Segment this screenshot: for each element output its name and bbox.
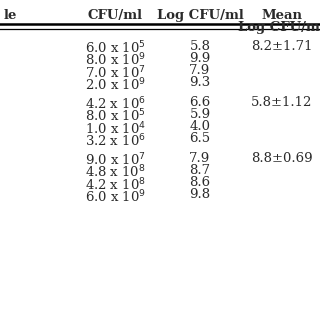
Text: 6.6: 6.6 — [189, 96, 211, 109]
Text: 4.2 x 10$^8$: 4.2 x 10$^8$ — [85, 176, 146, 193]
Text: 7.9: 7.9 — [189, 64, 211, 77]
Text: 9.3: 9.3 — [189, 76, 211, 90]
Text: 4.2 x 10$^6$: 4.2 x 10$^6$ — [85, 96, 146, 113]
Text: 9.0 x 10$^7$: 9.0 x 10$^7$ — [85, 152, 146, 169]
Text: 6.0 x 10$^5$: 6.0 x 10$^5$ — [85, 40, 146, 57]
Text: 5.9: 5.9 — [189, 108, 211, 121]
Text: 8.0 x 10$^5$: 8.0 x 10$^5$ — [85, 108, 146, 125]
Text: 5.8: 5.8 — [189, 40, 211, 53]
Text: 8.2±1.71: 8.2±1.71 — [251, 40, 312, 53]
Text: 3.2 x 10$^6$: 3.2 x 10$^6$ — [85, 132, 146, 149]
Text: 8.0 x 10$^9$: 8.0 x 10$^9$ — [84, 52, 146, 69]
Text: 8.6: 8.6 — [189, 176, 211, 189]
Text: 8.7: 8.7 — [189, 164, 211, 177]
Text: 1.0 x 10$^4$: 1.0 x 10$^4$ — [84, 120, 146, 137]
Text: 6.5: 6.5 — [189, 132, 211, 146]
Text: Mean: Mean — [261, 9, 302, 22]
Text: Log CFU/ml: Log CFU/ml — [156, 9, 244, 22]
Text: Log CFU/ml: Log CFU/ml — [238, 21, 320, 35]
Text: 8.8±0.69: 8.8±0.69 — [251, 152, 312, 165]
Text: le: le — [3, 9, 17, 22]
Text: 9.8: 9.8 — [189, 188, 211, 202]
Text: 5.8±1.12: 5.8±1.12 — [251, 96, 312, 109]
Text: 6.0 x 10$^9$: 6.0 x 10$^9$ — [84, 188, 146, 205]
Text: 4.8 x 10$^8$: 4.8 x 10$^8$ — [85, 164, 146, 181]
Text: 7.0 x 10$^7$: 7.0 x 10$^7$ — [85, 64, 146, 81]
Text: 7.9: 7.9 — [189, 152, 211, 165]
Text: 4.0: 4.0 — [189, 120, 211, 133]
Text: CFU/ml: CFU/ml — [88, 9, 143, 22]
Text: 2.0 x 10$^9$: 2.0 x 10$^9$ — [84, 76, 146, 93]
Text: 9.9: 9.9 — [189, 52, 211, 65]
